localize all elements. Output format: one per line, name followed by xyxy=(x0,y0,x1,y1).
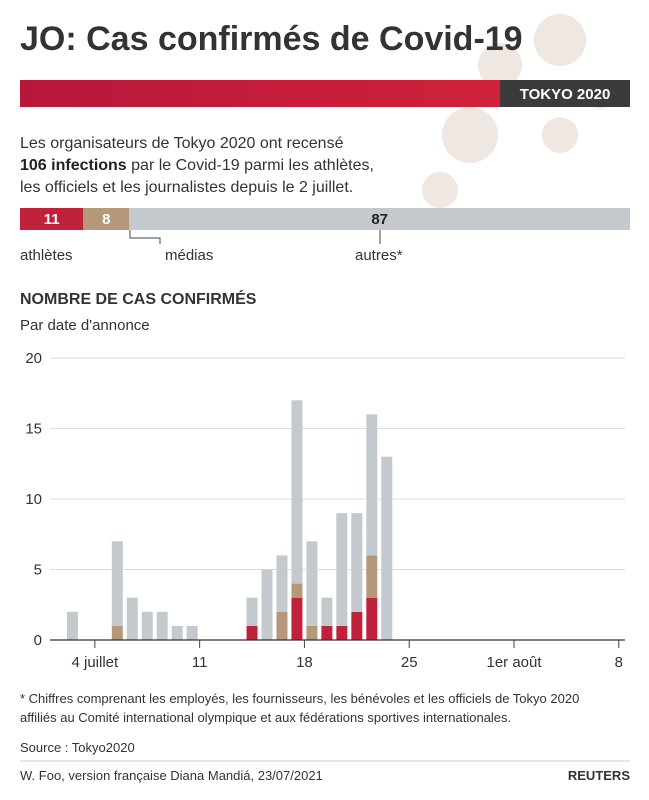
source: Source : Tokyo2020 xyxy=(20,740,135,755)
segment-label: 8 xyxy=(102,211,110,228)
bar xyxy=(141,611,153,640)
bar xyxy=(306,541,318,626)
bar xyxy=(336,625,348,640)
y-tick-label: 20 xyxy=(25,350,42,367)
bar xyxy=(171,625,183,640)
bar xyxy=(291,400,303,584)
bar xyxy=(366,414,378,556)
bar xyxy=(111,541,123,626)
bar xyxy=(156,611,168,640)
segment xyxy=(129,208,630,230)
x-tick-label: 11 xyxy=(192,654,208,671)
y-tick-label: 5 xyxy=(34,562,42,579)
segment xyxy=(83,208,130,230)
bar xyxy=(366,555,378,598)
bar xyxy=(336,513,348,626)
bar xyxy=(321,597,333,626)
banner-red xyxy=(20,80,500,107)
bar xyxy=(321,625,333,640)
banner-dark xyxy=(500,80,630,107)
x-tick-label: 8 xyxy=(615,654,623,671)
bar xyxy=(351,513,363,612)
banner-label: TOKYO 2020 xyxy=(520,86,611,103)
y-tick-label: 15 xyxy=(25,421,42,438)
bar xyxy=(351,611,363,640)
bar xyxy=(291,583,303,598)
y-tick-label: 10 xyxy=(25,491,42,508)
note: * Chiffres comprenant les employés, les … xyxy=(20,691,579,706)
segment-name: athlètes xyxy=(20,247,73,264)
bar xyxy=(186,625,198,640)
x-tick-label: 4 juillet xyxy=(71,654,119,671)
intro-line: 106 infections par le Covid-19 parmi les… xyxy=(20,157,374,174)
intro-bold: 106 infections xyxy=(20,157,127,174)
x-tick-label: 1er août xyxy=(486,654,542,671)
chart-subtitle: Par date d'annonce xyxy=(20,317,150,334)
bar xyxy=(366,597,378,640)
logo: REUTERS xyxy=(568,768,630,783)
bar xyxy=(381,456,393,640)
connector xyxy=(129,230,381,244)
bar xyxy=(246,597,258,626)
bar xyxy=(276,611,288,640)
bar xyxy=(246,625,258,640)
segment xyxy=(20,208,84,230)
segment-name: médias xyxy=(165,247,213,264)
bar xyxy=(66,611,78,640)
credit: W. Foo, version française Diana Mandiá, … xyxy=(20,768,323,783)
bar xyxy=(126,597,138,640)
intro-line: Les organisateurs de Tokyo 2020 ont rece… xyxy=(20,135,344,152)
intro-line: les officiels et les journalistes depuis… xyxy=(20,179,353,196)
y-tick-label: 0 xyxy=(34,632,42,649)
bar xyxy=(261,569,273,640)
x-tick-label: 18 xyxy=(296,654,313,671)
intro-text: par le Covid-19 parmi les athlètes, xyxy=(127,157,374,174)
bar xyxy=(291,597,303,640)
segment-name: autres* xyxy=(355,247,403,264)
bar xyxy=(276,555,288,612)
bar xyxy=(306,625,318,640)
chart-title: NOMBRE DE CAS CONFIRMÉS xyxy=(20,289,257,308)
decoration xyxy=(422,14,614,208)
note: affiliés au Comité international olympiq… xyxy=(20,710,511,725)
x-tick-label: 25 xyxy=(401,654,418,671)
segment-label: 11 xyxy=(44,211,60,228)
segment-label: 87 xyxy=(371,211,388,228)
bar xyxy=(111,625,123,640)
title: JO: Cas confirmés de Covid-19 xyxy=(20,20,523,58)
